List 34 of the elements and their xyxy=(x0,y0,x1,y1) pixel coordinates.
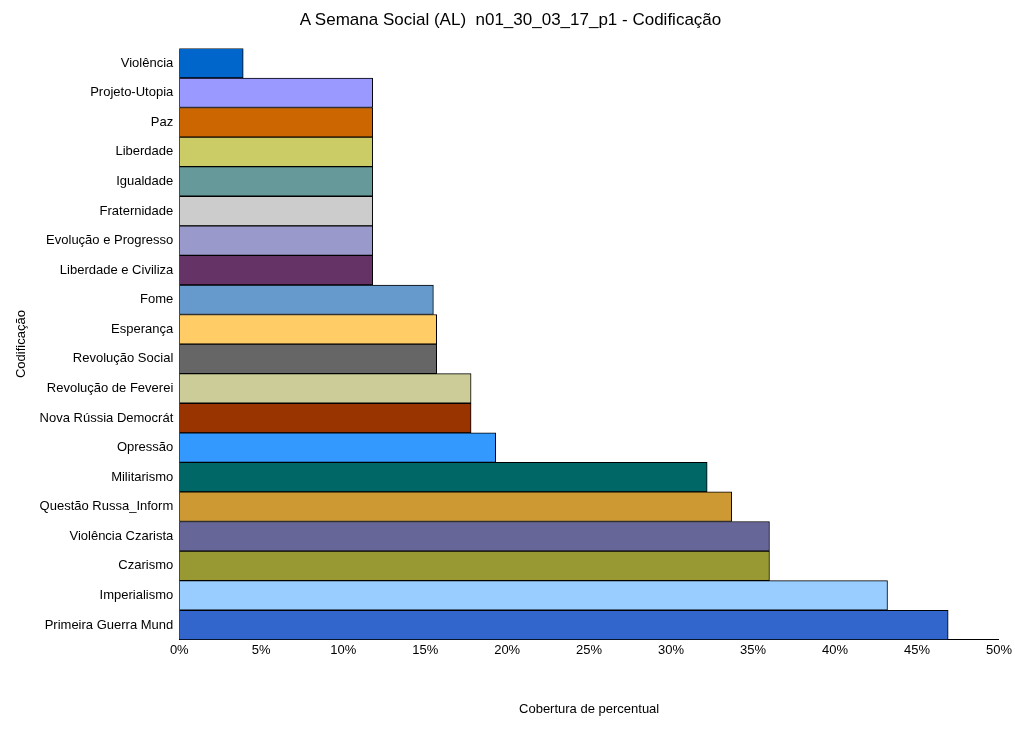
y-tick-label: Paz xyxy=(150,113,174,129)
y-tick-label: Violência Czarista xyxy=(69,527,175,543)
y-tick-label: Violência xyxy=(120,54,175,70)
x-tick-label: 50% xyxy=(985,642,1013,658)
x-tick-label: 35% xyxy=(740,642,767,658)
y-tick-label: Primeira Guerra Mund xyxy=(44,616,174,632)
y-tick-label: Revolução de Feverei xyxy=(46,380,174,396)
x-tick-label: 40% xyxy=(822,642,849,658)
x-tick-label: 25% xyxy=(576,642,603,658)
x-tick-label: 5% xyxy=(251,642,272,658)
y-tick-label: Czarismo xyxy=(118,557,174,573)
y-tick-label: Projeto-Utopia xyxy=(90,84,175,100)
x-tick-label: 20% xyxy=(494,642,521,658)
y-axis-title: Codificação xyxy=(13,310,29,379)
y-tick-label: Fraternidade xyxy=(99,202,174,218)
y-tick-label: Liberdade e Civiliza xyxy=(59,261,175,277)
x-axis-title: Cobertura de percentual xyxy=(519,700,660,716)
y-tick-label: Opressão xyxy=(116,439,174,455)
x-tick-label: 10% xyxy=(330,642,357,658)
x-tick-label: 0% xyxy=(169,642,190,658)
y-tick-label: Militarismo xyxy=(111,468,174,484)
y-tick-label: Liberdade xyxy=(115,143,174,159)
y-tick-label: Fome xyxy=(140,291,174,307)
chart-title: A Semana Social (AL) n01_30_03_17_p1 - Codificação xyxy=(299,9,722,29)
y-tick-label: Revolução Social xyxy=(72,350,174,366)
y-tick-label: Nova Rússia Democrát xyxy=(39,409,174,425)
y-tick-label: Esperança xyxy=(111,320,175,336)
x-tick-label: 15% xyxy=(412,642,439,658)
y-tick-label: Imperialismo xyxy=(99,587,174,603)
y-tick-label: Evolução e Progresso xyxy=(46,232,174,248)
y-tick-label: Questão Russa_Inform xyxy=(39,498,174,514)
x-tick-label: 45% xyxy=(904,642,931,658)
x-tick-label: 30% xyxy=(658,642,685,658)
y-tick-label: Igualdade xyxy=(116,173,174,189)
